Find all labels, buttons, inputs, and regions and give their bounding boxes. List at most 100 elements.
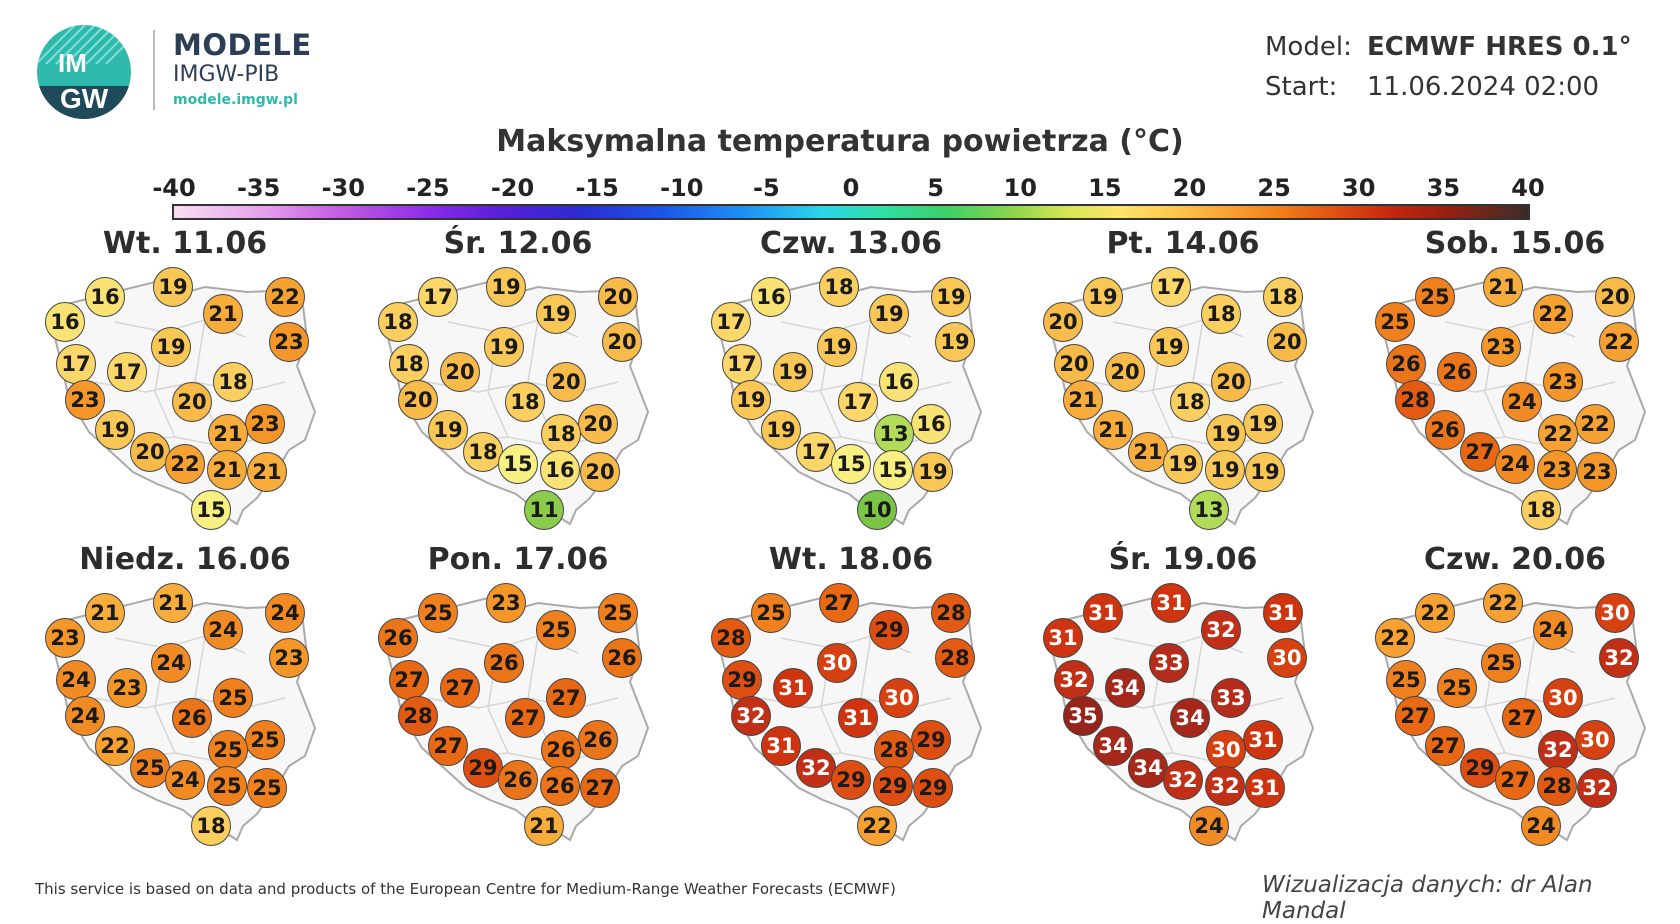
temperature-marker: 20: [398, 380, 438, 420]
temperature-marker: 32: [1599, 638, 1639, 678]
temperature-marker: 18: [191, 806, 231, 846]
colorbar-tick-label: -15: [575, 174, 619, 202]
map-title: Maksymalna temperatura powietrza (°C): [496, 124, 1184, 159]
temperature-marker: 17: [796, 432, 836, 472]
temperature-marker: 21: [1483, 267, 1523, 307]
temperature-marker: 23: [107, 668, 147, 708]
temperature-marker: 22: [1575, 404, 1615, 444]
colorbar-tick-label: 35: [1426, 174, 1461, 202]
temperature-marker: 29: [1460, 748, 1500, 788]
map-day-title: Wt. 18.06: [768, 542, 934, 577]
temperature-marker: 27: [819, 583, 859, 623]
temperature-marker: 24: [1189, 806, 1229, 846]
temperature-marker: 27: [1460, 432, 1500, 472]
temperature-marker: 23: [245, 404, 285, 444]
temperature-marker: 17: [107, 352, 147, 392]
temperature-marker: 23: [1543, 362, 1583, 402]
temperature-marker: 31: [1243, 720, 1283, 760]
temperature-marker: 20: [130, 432, 170, 472]
temperature-marker: 19: [153, 267, 193, 307]
temperature-marker: 26: [172, 698, 212, 738]
temperature-marker: 25: [536, 610, 576, 650]
temperature-marker: 26: [1386, 344, 1426, 384]
temperature-marker: 31: [1043, 618, 1083, 658]
temperature-marker: 31: [1083, 593, 1123, 633]
temperature-marker: 31: [761, 726, 801, 766]
temperature-marker: 25: [598, 593, 638, 633]
colorbar-tick-label: -5: [753, 174, 780, 202]
temperature-marker: 34: [1093, 726, 1133, 766]
temperature-marker: 24: [1495, 444, 1535, 484]
temperature-marker: 30: [1575, 720, 1615, 760]
temperature-marker: 19: [428, 410, 468, 450]
temperature-marker: 27: [505, 698, 545, 738]
map-day-title: Niedz. 16.06: [79, 542, 291, 577]
temperature-marker: 35: [1063, 696, 1103, 736]
temperature-marker: 28: [931, 593, 971, 633]
temperature-marker: 28: [874, 730, 914, 770]
temperature-marker: 25: [208, 730, 248, 770]
temperature-marker: 17: [711, 302, 751, 342]
temperature-marker: 18: [213, 362, 253, 402]
temperature-marker: 25: [1375, 302, 1415, 342]
temperature-marker: 23: [45, 618, 85, 658]
colorbar-tick-label: 40: [1511, 174, 1545, 202]
temperature-marker: 20: [1043, 302, 1083, 342]
temperature-marker: 32: [1205, 766, 1245, 806]
temperature-marker: 27: [1395, 696, 1435, 736]
colorbar-tick-label: -30: [321, 174, 365, 202]
temperature-marker: 16: [751, 277, 791, 317]
temperature-marker: 33: [1149, 643, 1189, 683]
temperature-marker: 24: [165, 760, 205, 800]
temperature-marker: 31: [1151, 583, 1191, 623]
temperature-marker: 24: [1521, 806, 1561, 846]
temperature-marker: 19: [1206, 414, 1246, 454]
temperature-marker: 28: [398, 696, 438, 736]
map-day-title: Sob. 15.06: [1424, 226, 1606, 261]
temperature-marker: 29: [913, 768, 953, 808]
colorbar-tick-label: -40: [152, 174, 196, 202]
temperature-marker: 26: [1437, 352, 1477, 392]
temperature-marker: 32: [1163, 760, 1203, 800]
temperature-marker: 24: [1533, 610, 1573, 650]
temperature-marker: 25: [1415, 277, 1455, 317]
temperature-marker: 31: [1245, 768, 1285, 808]
temperature-marker: 27: [428, 726, 468, 766]
temperature-marker: 25: [418, 593, 458, 633]
temperature-marker: 16: [879, 362, 919, 402]
temperature-marker: 22: [265, 277, 305, 317]
colorbar-tick-label: -10: [660, 174, 704, 202]
temperature-marker: 18: [463, 432, 503, 472]
map-day-title: Pon. 17.06: [427, 542, 609, 577]
colorbar-tick-labels: -40 -35 -30 -25 -20 -15 -10 -5 0 5 10 15 20 25 30 35 40: [0, 174, 1680, 204]
temperature-marker: 19: [931, 277, 971, 317]
temperature-marker: 32: [1054, 660, 1094, 700]
temperature-marker: 20: [1267, 322, 1307, 362]
temperature-marker: 23: [486, 583, 526, 623]
temperature-marker: 19: [95, 410, 135, 450]
temperature-marker: 20: [1105, 352, 1145, 392]
temperature-marker: 20: [1054, 344, 1094, 384]
temperature-marker: 21: [153, 583, 193, 623]
brand-url-link[interactable]: modele.imgw.pl: [173, 92, 298, 108]
temperature-marker: 23: [269, 638, 309, 678]
start-value: 11.06.2024 02:00: [1367, 72, 1600, 102]
colorbar-tick-label: 10: [1003, 174, 1037, 202]
temperature-marker: 20: [1595, 277, 1635, 317]
temperature-marker: 22: [857, 806, 897, 846]
temperature-marker: 20: [580, 452, 620, 492]
temperature-marker: 19: [773, 352, 813, 392]
temperature-marker: 26: [578, 720, 618, 760]
temperature-marker: 25: [751, 593, 791, 633]
temperature-marker: 28: [711, 618, 751, 658]
temperature-marker: 30: [1267, 638, 1307, 678]
temperature-marker: 25: [213, 678, 253, 718]
temperature-marker: 28: [1395, 380, 1435, 420]
temperature-colorbar: [172, 204, 1530, 220]
temperature-marker: 28: [935, 638, 975, 678]
temperature-marker: 23: [1577, 452, 1617, 492]
temperature-marker: 15: [498, 444, 538, 484]
temperature-marker: 23: [65, 380, 105, 420]
temperature-marker: 18: [1521, 490, 1561, 530]
temperature-marker: 25: [1386, 660, 1426, 700]
